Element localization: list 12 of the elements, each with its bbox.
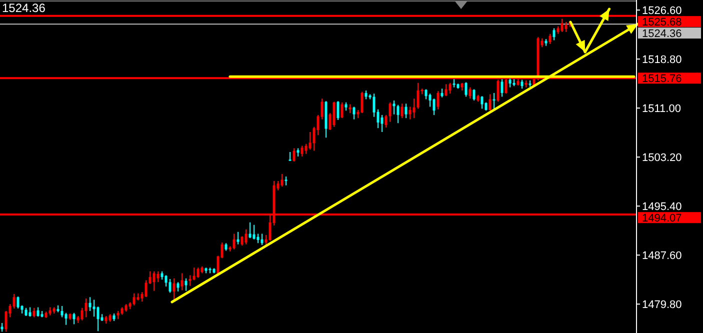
y-tick-label: 1487.60 xyxy=(642,250,682,262)
y-tick-label: 1518.80 xyxy=(642,54,682,66)
y-tick-label: 1503.20 xyxy=(642,152,682,164)
y-tick-label: 1511.00 xyxy=(642,102,681,115)
y-tick-label: 1526.60 xyxy=(642,4,682,17)
ref-line-label: 1515.76 xyxy=(642,73,682,86)
ref-line-label: 1524.36 xyxy=(642,28,682,40)
annotation: 1524.36 xyxy=(2,1,46,15)
ref-line-label: 1494.07 xyxy=(642,212,682,224)
ref-line-label: 1525.68 xyxy=(642,16,682,28)
y-tick-label: 1479.80 xyxy=(642,298,682,311)
y-tick-label: 1495.40 xyxy=(642,200,682,213)
